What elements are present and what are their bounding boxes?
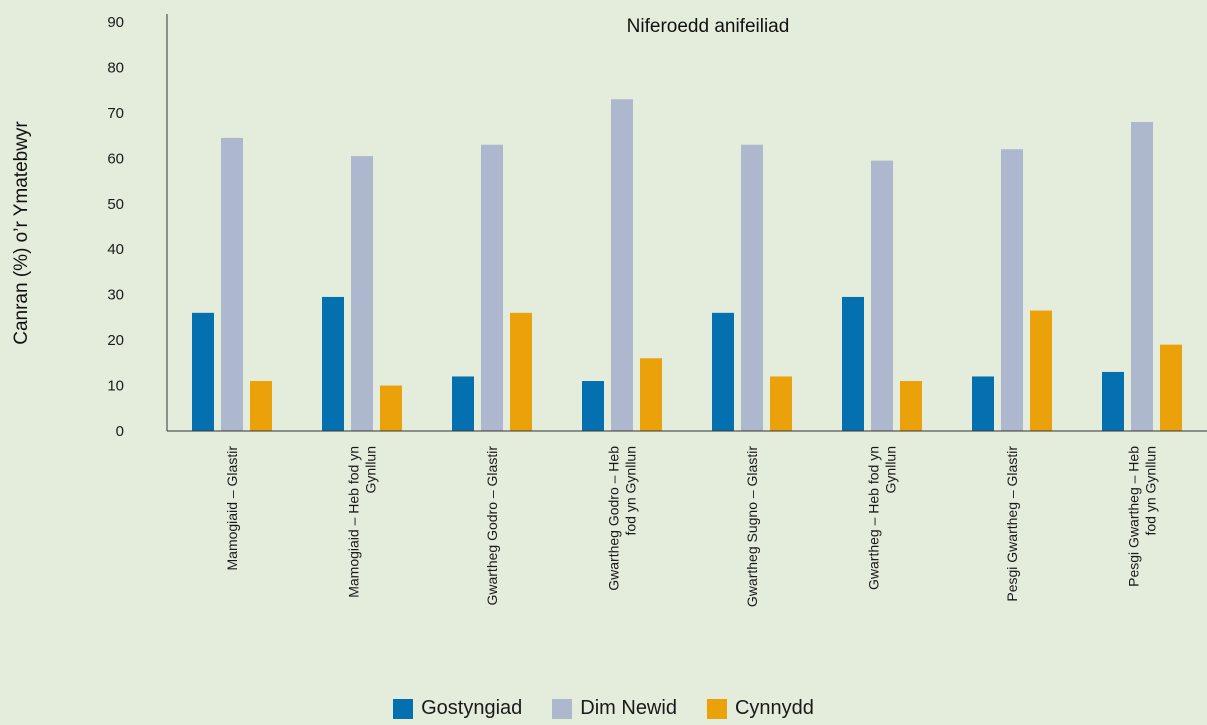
category-label-line: fod yn Gynllun bbox=[623, 446, 639, 536]
category-label-line: Gwartheg Godro – Glastir bbox=[484, 446, 500, 606]
y-axis-ticks: 0 10 20 30 40 50 60 70 80 90 bbox=[107, 14, 124, 440]
category-label-line: Gwartheg Sugno – Glastir bbox=[744, 446, 760, 607]
bar-cynnydd bbox=[770, 376, 792, 431]
y-tick-label: 90 bbox=[107, 14, 124, 31]
category-label: Gwartheg Godro – Hebfod yn Gynllun bbox=[606, 446, 639, 591]
bar-dim-newid bbox=[481, 144, 503, 431]
category-label: Gwartheg Godro – Glastir bbox=[484, 446, 500, 606]
bar-cynnydd bbox=[510, 312, 532, 431]
bar-cynnydd bbox=[380, 385, 402, 431]
category-label-line: Pesgi Gwartheg – Heb bbox=[1126, 446, 1142, 587]
category-label-line: Gwartheg Godro – Heb bbox=[606, 446, 622, 591]
category-label-line: fod yn Gynllun bbox=[1143, 446, 1159, 536]
category-label-line: Gynllun bbox=[883, 446, 899, 493]
y-axis-label: Canran (%) o’r Ymatebwyr bbox=[11, 121, 32, 345]
legend-label: Cynnydd bbox=[734, 697, 814, 719]
y-tick-label: 40 bbox=[107, 241, 124, 258]
y-tick-label: 20 bbox=[107, 332, 124, 349]
y-tick-label: 60 bbox=[107, 150, 124, 167]
chart-title: Niferoedd anifeiliad bbox=[627, 16, 790, 37]
bar-dim-newid bbox=[1131, 121, 1153, 431]
category-label: Mamogiaid – Glastir bbox=[224, 446, 240, 571]
bar-gostyngiad bbox=[582, 381, 604, 431]
bar-gostyngiad bbox=[842, 296, 864, 431]
y-tick-label: 30 bbox=[107, 287, 124, 304]
category-label-line: Mamogiaid – Glastir bbox=[224, 446, 240, 571]
y-tick-label: 80 bbox=[107, 59, 124, 76]
category-label-line: Mamogiaid – Heb fod yn bbox=[346, 446, 362, 598]
legend-label: Dim Newid bbox=[580, 697, 677, 719]
legend-swatch bbox=[706, 698, 727, 719]
category-label-line: Pesgi Gwartheg – Glastir bbox=[1004, 446, 1020, 602]
bar-cynnydd bbox=[1160, 344, 1182, 431]
bar-dim-newid bbox=[741, 144, 763, 431]
bar-cynnydd bbox=[900, 381, 922, 431]
bar-gostyngiad bbox=[192, 312, 214, 431]
bar-cynnydd bbox=[1030, 310, 1052, 431]
bar-cynnydd bbox=[640, 358, 662, 431]
category-label: Gwartheg Sugno – Glastir bbox=[744, 446, 760, 607]
y-tick-label: 0 bbox=[116, 423, 124, 440]
legend-item: Dim Newid bbox=[552, 697, 677, 720]
bar-dim-newid bbox=[1001, 149, 1023, 431]
bar-gostyngiad bbox=[1102, 371, 1124, 431]
legend-swatch bbox=[552, 698, 573, 719]
bar-dim-newid bbox=[871, 160, 893, 431]
category-label: Pesgi Gwartheg – Hebfod yn Gynllun bbox=[1126, 446, 1159, 587]
legend-item: Gostyngiad bbox=[393, 697, 522, 720]
bar-dim-newid bbox=[351, 156, 373, 432]
legend: Gostyngiad Dim Newid Cynnydd bbox=[0, 697, 1207, 720]
category-labels: Mamogiaid – Glastir Mamogiaid – Heb fod y… bbox=[224, 446, 1159, 607]
bar-gostyngiad bbox=[452, 376, 474, 431]
bar-dim-newid bbox=[611, 99, 633, 431]
bar-gostyngiad bbox=[712, 312, 734, 431]
bar-dim-newid bbox=[221, 137, 243, 431]
bar-chart: Niferoedd anifeiliad Canran (%) o’r Ymat… bbox=[11, 14, 1207, 607]
category-label-line: Gynllun bbox=[363, 446, 379, 493]
bar-gostyngiad bbox=[972, 376, 994, 431]
legend-label: Gostyngiad bbox=[421, 697, 523, 719]
bar-gostyngiad bbox=[322, 296, 344, 431]
y-tick-label: 10 bbox=[107, 378, 124, 395]
bars bbox=[192, 99, 1182, 432]
legend-item: Cynnydd bbox=[706, 697, 814, 720]
category-label: Gwartheg – Heb fod ynGynllun bbox=[866, 446, 899, 590]
category-label: Mamogiaid – Heb fod ynGynllun bbox=[346, 446, 379, 598]
y-tick-label: 50 bbox=[107, 196, 124, 213]
bar-cynnydd bbox=[250, 381, 272, 431]
y-tick-label: 70 bbox=[107, 105, 124, 122]
category-label: Pesgi Gwartheg – Glastir bbox=[1004, 446, 1020, 602]
category-label-line: Gwartheg – Heb fod yn bbox=[866, 446, 882, 590]
legend-swatch bbox=[393, 698, 414, 719]
